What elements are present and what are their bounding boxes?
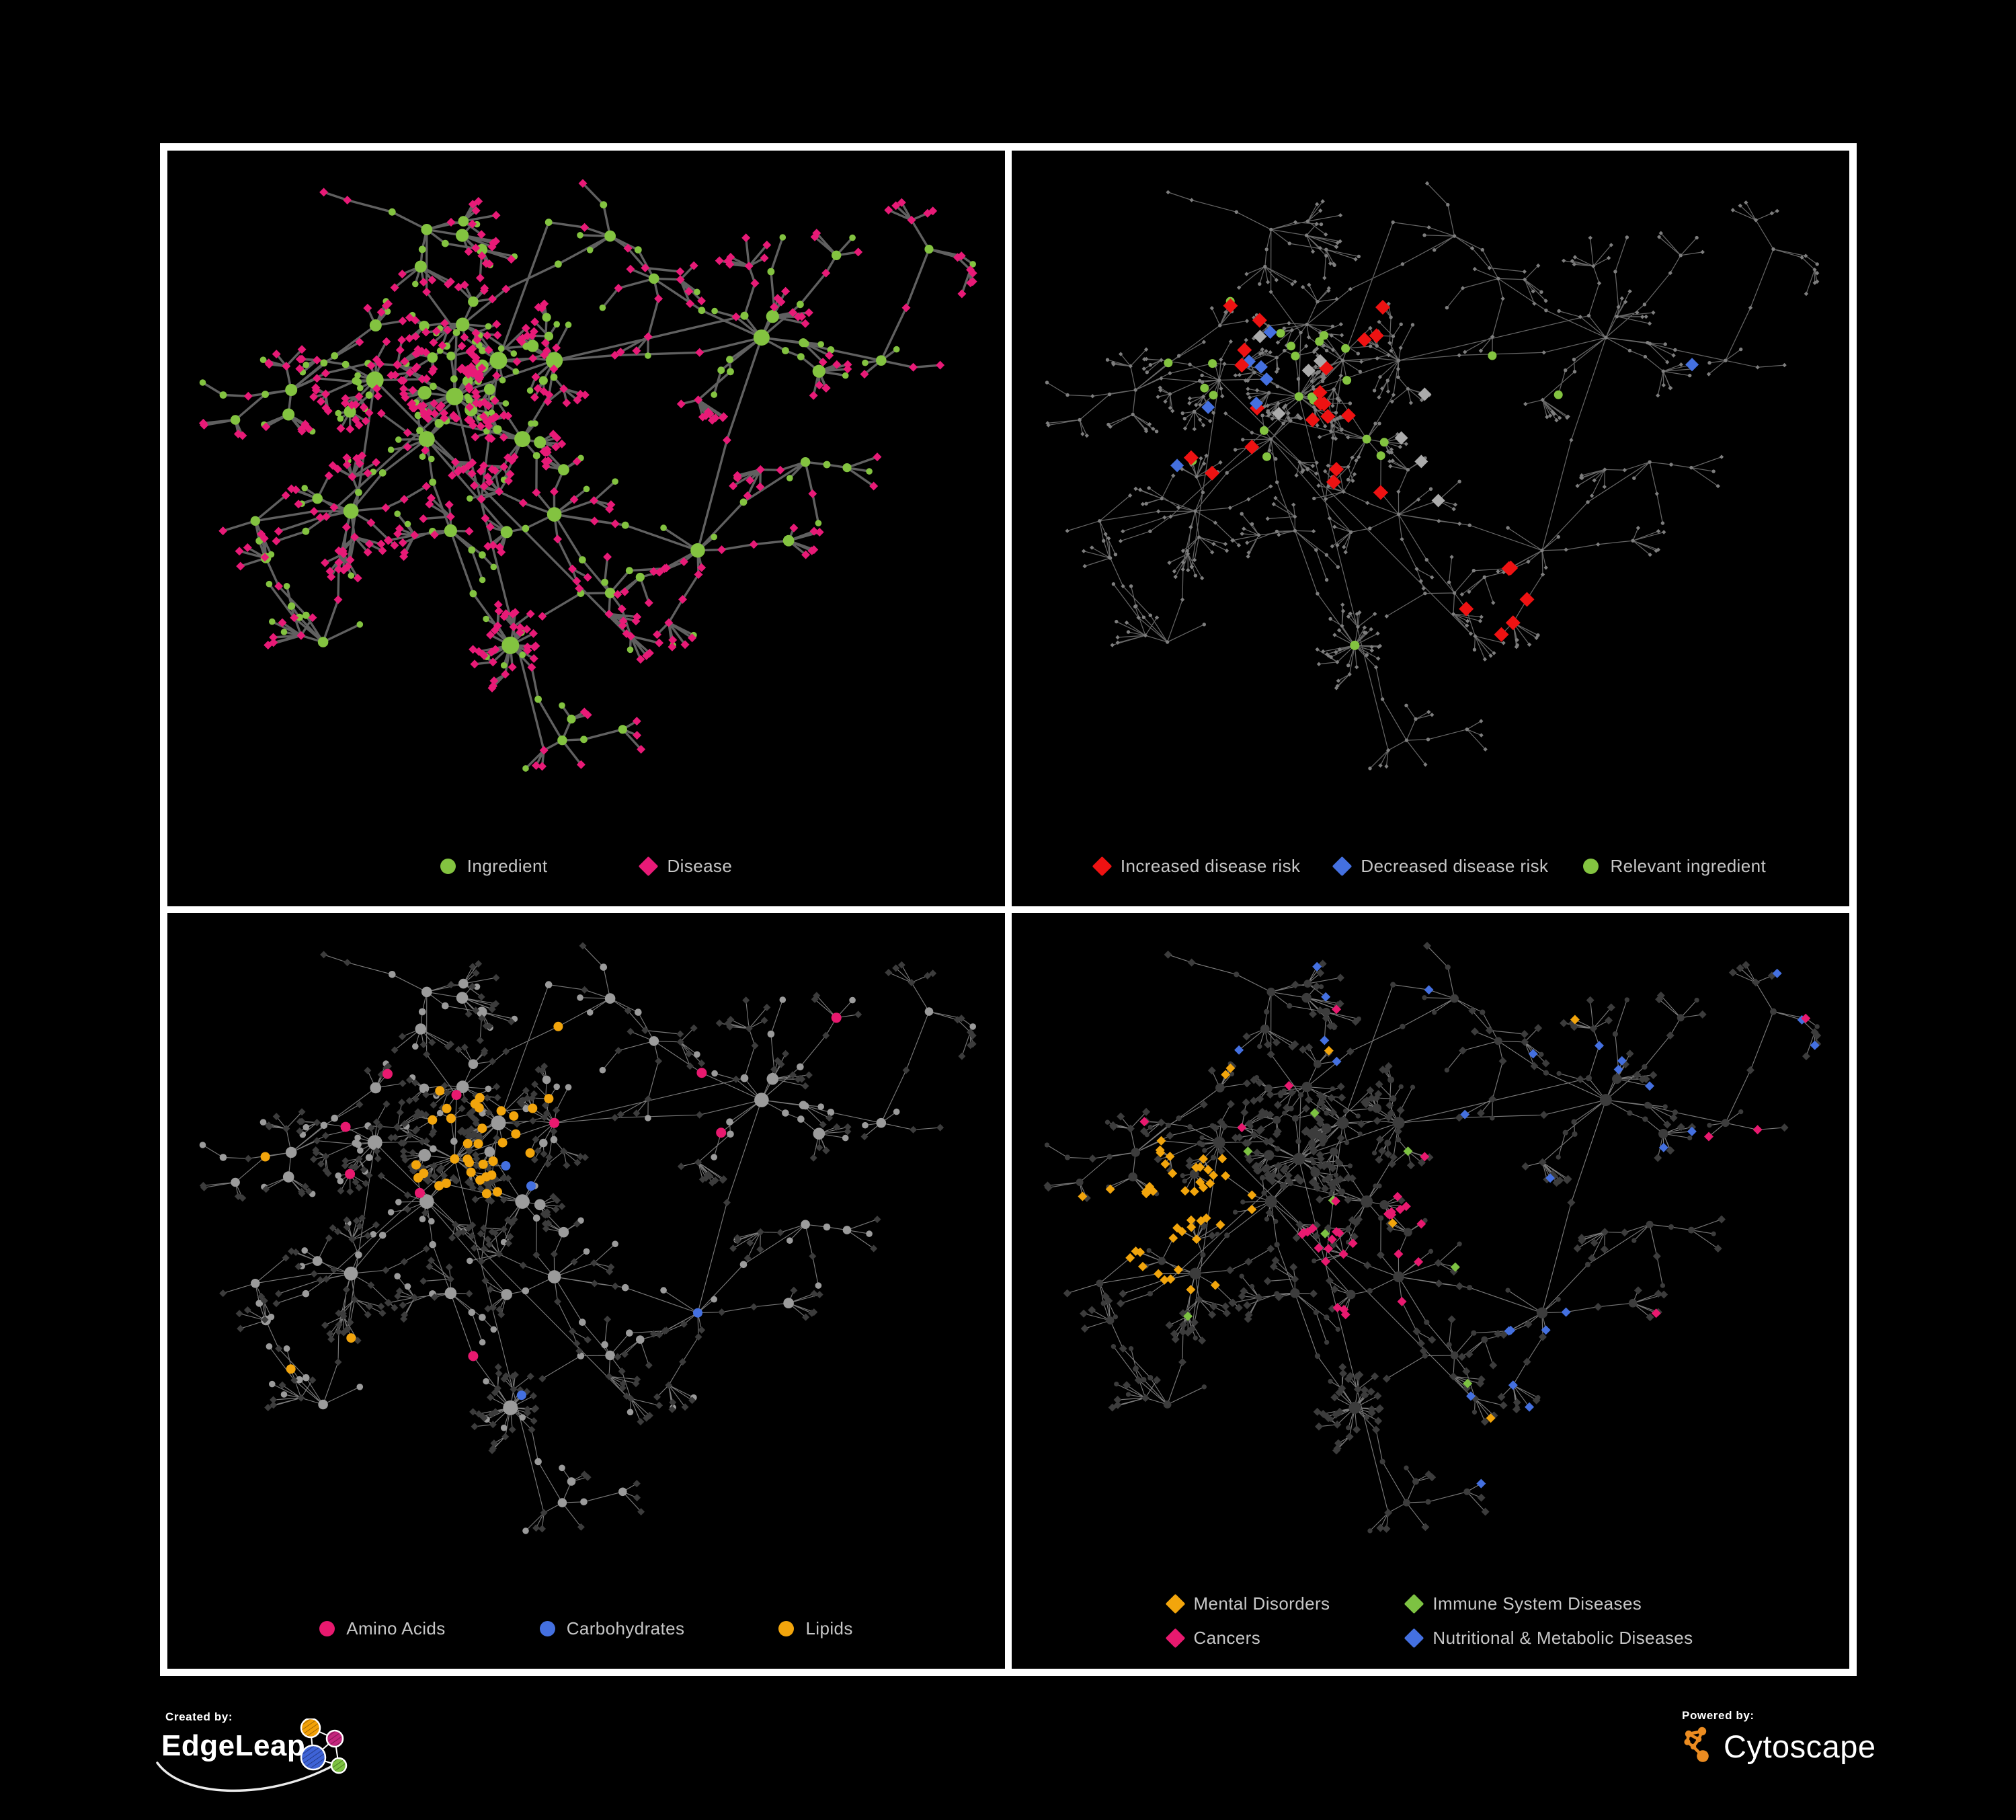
network-graph-disease-classes bbox=[1043, 941, 1822, 1534]
legend-disease-classes: Mental Disorders Immune System Diseases Ca… bbox=[1012, 1593, 1849, 1649]
panel-ingredient-disease: Ingredient Disease bbox=[167, 151, 1005, 906]
legend-label: Relevant ingredient bbox=[1610, 856, 1767, 876]
legend-item: Amino Acids bbox=[319, 1618, 445, 1639]
legend-label: Amino Acids bbox=[346, 1618, 446, 1638]
panel-disease-risk: Increased disease risk Decreased disease … bbox=[1012, 151, 1849, 906]
legend-marker-diamond-icon bbox=[1404, 1593, 1424, 1614]
legend-marker-circle-icon bbox=[440, 859, 456, 874]
legend-marker-diamond-icon bbox=[1404, 1628, 1424, 1649]
legend-item: Carbohydrates bbox=[539, 1618, 685, 1639]
cytoscape-credit: Powered by: Cytoscape bbox=[1682, 1709, 1910, 1776]
legend-label: Increased disease risk bbox=[1120, 856, 1301, 876]
network-graph-nutrient-classes bbox=[199, 942, 977, 1534]
cytoscape-wordmark: Cytoscape bbox=[1724, 1728, 1876, 1764]
legend-marker-diamond-icon bbox=[639, 856, 659, 877]
edgeleap-credit: Created by: EdgeLeap bbox=[156, 1710, 363, 1792]
legend-label: Immune System Diseases bbox=[1433, 1593, 1642, 1614]
legend-label: Ingredient bbox=[467, 856, 548, 876]
edgeleap-brand-row: EdgeLeap bbox=[156, 1718, 363, 1792]
panel-nutrient-classes: Amino Acids Carbohydrates Lipids bbox=[167, 913, 1005, 1669]
network-graph-ingredient-disease bbox=[198, 179, 977, 772]
legend-label: Decreased disease risk bbox=[1361, 856, 1549, 876]
legend-marker-circle-icon bbox=[319, 1621, 335, 1636]
cytoscape-logo-icon bbox=[1684, 1727, 1709, 1762]
legend-marker-diamond-icon bbox=[1332, 856, 1353, 877]
legend-item: Disease bbox=[639, 856, 733, 877]
legend-item: Decreased disease risk bbox=[1332, 856, 1549, 877]
legend-ingredient-disease: Ingredient Disease bbox=[167, 856, 1005, 877]
panels-grid: Ingredient Disease Increased disease risk… bbox=[160, 143, 1857, 1676]
legend-item: Increased disease risk bbox=[1092, 856, 1301, 877]
cytoscape-brand-row: Cytoscape bbox=[1682, 1727, 1910, 1766]
legend-item: Lipids bbox=[778, 1618, 852, 1639]
legend-marker-circle-icon bbox=[539, 1621, 555, 1636]
legend-label: Lipids bbox=[805, 1618, 853, 1638]
legend-label: Mental Disorders bbox=[1193, 1593, 1330, 1614]
edgeleap-wordmark: EdgeLeap bbox=[161, 1729, 306, 1762]
network-graph-disease-risk bbox=[1045, 181, 1820, 770]
legend-marker-diamond-icon bbox=[1092, 856, 1113, 877]
legend-item: Relevant ingredient bbox=[1583, 856, 1766, 877]
panel-disease-classes: Mental Disorders Immune System Diseases Ca… bbox=[1012, 913, 1849, 1669]
legend-label: Nutritional & Metabolic Diseases bbox=[1433, 1628, 1693, 1648]
legend-disease-risk: Increased disease risk Decreased disease … bbox=[1012, 856, 1849, 877]
created-by-label: Created by: bbox=[165, 1710, 233, 1723]
legend-item: Ingredient bbox=[440, 856, 548, 877]
powered-by-label: Powered by: bbox=[1682, 1709, 1755, 1722]
legend-disease-classes-grid: Mental Disorders Immune System Diseases Ca… bbox=[1165, 1593, 1693, 1649]
legend-item: Cancers bbox=[1165, 1628, 1330, 1649]
legend-item: Immune System Diseases bbox=[1404, 1593, 1693, 1614]
legend-label: Carbohydrates bbox=[566, 1618, 685, 1638]
legend-item: Mental Disorders bbox=[1165, 1593, 1330, 1614]
legend-marker-diamond-icon bbox=[1165, 1593, 1185, 1614]
legend-item: Nutritional & Metabolic Diseases bbox=[1404, 1628, 1693, 1649]
legend-marker-diamond-icon bbox=[1165, 1628, 1185, 1649]
edgeleap-network-icon bbox=[300, 1718, 348, 1774]
legend-label: Cancers bbox=[1193, 1628, 1261, 1648]
legend-marker-circle-icon bbox=[778, 1621, 795, 1636]
legend-marker-circle-icon bbox=[1583, 859, 1599, 874]
legend-label: Disease bbox=[667, 856, 733, 876]
legend-nutrient-classes: Amino Acids Carbohydrates Lipids bbox=[167, 1618, 1005, 1639]
